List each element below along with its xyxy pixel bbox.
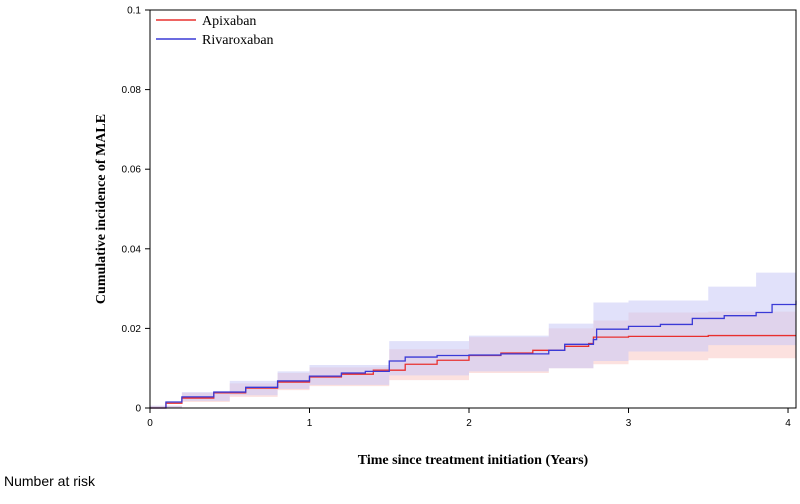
confidence-bands <box>150 264 796 408</box>
series-line-apixaban <box>150 334 796 409</box>
series-lines <box>150 300 797 409</box>
y-axis-title: Cumulative incidence of MALE <box>94 114 109 304</box>
x-axis-title: Time since treatment initiation (Years) <box>358 453 589 468</box>
plot-frame <box>149 9 797 409</box>
y-tick-label: 0.08 <box>122 85 142 96</box>
x-tick-label: 3 <box>626 418 632 429</box>
x-tick-label: 0 <box>147 418 153 429</box>
y-tick-label: 0.02 <box>122 324 142 335</box>
y-tick-label: 0 <box>135 404 141 415</box>
y-tick-label: 0.1 <box>127 6 141 17</box>
confidence-band-rivaroxaban <box>150 264 796 408</box>
legend-label-rivaroxaban: Rivaroxaban <box>202 33 274 48</box>
series-line-rivaroxaban <box>150 300 797 409</box>
y-tick-label: 0.04 <box>122 244 142 255</box>
legend: Apixaban Rivaroxaban <box>156 14 274 48</box>
y-tick-label: 0.06 <box>122 165 142 176</box>
axis-ticks: 0 1 2 3 4 0 0.02 0.04 0.06 0.08 0.1 <box>122 6 792 430</box>
legend-label-apixaban: Apixaban <box>202 14 256 29</box>
x-tick-label: 1 <box>307 418 313 429</box>
x-tick-label: 4 <box>785 418 791 429</box>
x-tick-label: 2 <box>466 418 472 429</box>
number-at-risk-label: Number at risk <box>4 473 96 489</box>
